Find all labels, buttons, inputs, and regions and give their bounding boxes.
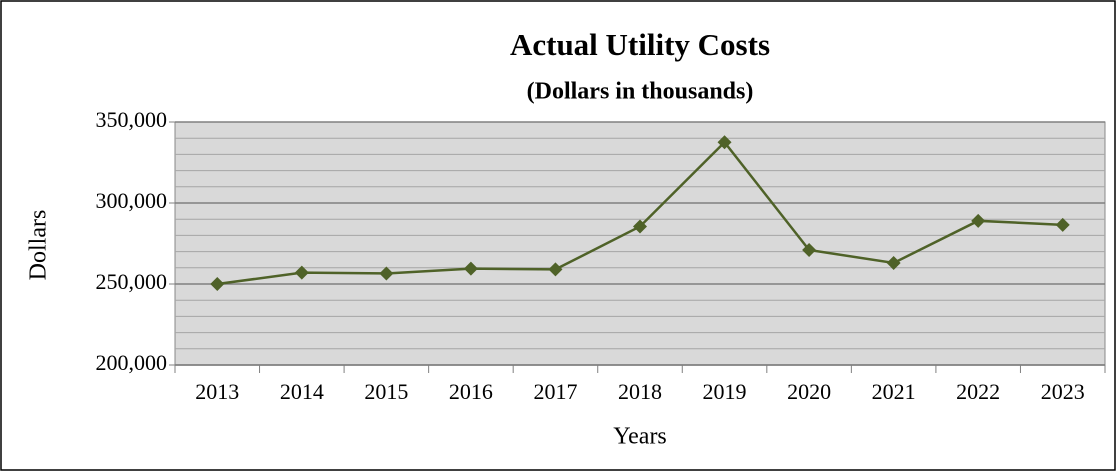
y-tick-label: 300,000 — [96, 188, 168, 213]
data-point — [548, 262, 563, 277]
data-point — [463, 261, 478, 276]
data-point — [633, 219, 647, 234]
x-tick-label: 2021 — [872, 379, 916, 404]
data-point — [379, 266, 394, 281]
y-tick-label: 350,000 — [96, 107, 168, 132]
data-point — [971, 213, 986, 228]
x-tick-label: 2022 — [956, 379, 1000, 404]
data-point — [1055, 217, 1070, 232]
x-tick-label: 2023 — [1041, 379, 1085, 404]
data-point — [802, 242, 817, 257]
data-point — [886, 255, 901, 270]
x-tick-label: 2016 — [449, 379, 493, 404]
x-tick-label: 2013 — [195, 379, 239, 404]
x-tick-label: 2020 — [787, 379, 831, 404]
chart-title: Actual Utility Costs — [510, 27, 770, 62]
x-axis-label: Years — [613, 424, 667, 450]
x-tick-label: 2018 — [618, 379, 662, 404]
y-tick-label: 250,000 — [96, 269, 168, 294]
data-point — [294, 265, 309, 280]
data-point — [210, 277, 225, 291]
chart-subtitle: (Dollars in thousands) — [527, 79, 754, 105]
x-tick-label: 2014 — [280, 379, 324, 404]
x-tick-label: 2017 — [533, 379, 577, 404]
data-point — [717, 135, 732, 150]
x-tick-label: 2015 — [364, 379, 408, 404]
plot-area — [174, 121, 1106, 366]
y-tick-label: 200,000 — [96, 350, 168, 375]
y-axis-label: Dollars — [26, 210, 52, 281]
x-tick-label: 2019 — [703, 379, 747, 404]
